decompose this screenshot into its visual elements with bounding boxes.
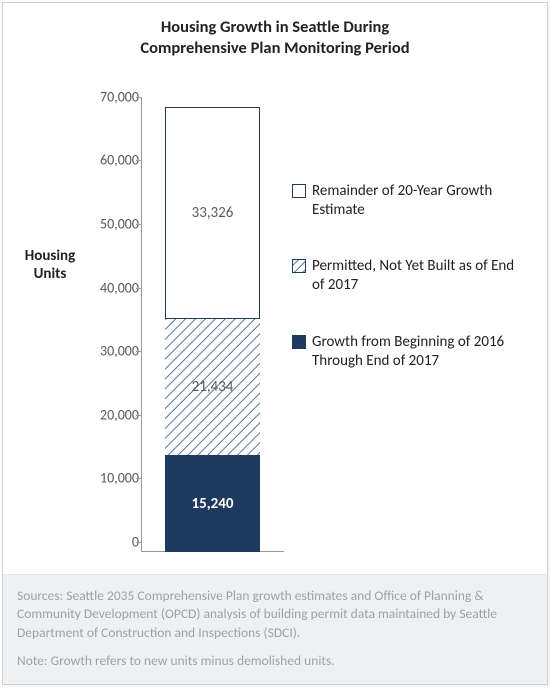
legend-text: Growth from Beginning of 2016 Through En… <box>312 333 527 371</box>
y-tick-mark <box>136 351 141 352</box>
bar-segment-remainder: 33,326 <box>165 107 260 319</box>
legend-swatch-pattern <box>292 259 306 273</box>
y-axis-label-line1: Housing <box>25 247 75 265</box>
bar-segment-label: 15,240 <box>192 495 234 513</box>
legend-text: Remainder of 20-Year Growth Estimate <box>312 182 527 220</box>
stacked-bar: 15,240 21,434 33,326 <box>165 107 260 552</box>
y-tick-label: 0 <box>83 533 139 550</box>
y-tick-mark <box>136 288 141 289</box>
legend-item-growth: Growth from Beginning of 2016 Through En… <box>292 333 527 371</box>
y-tick-mark <box>136 224 141 225</box>
title-line-1: Housing Growth in Seattle During <box>161 17 389 37</box>
y-tick-label: 70,000 <box>83 88 139 105</box>
title-line-2: Comprehensive Plan Monitoring Period <box>140 38 409 58</box>
legend-swatch-outline <box>292 184 306 198</box>
y-tick-mark <box>136 478 141 479</box>
chart-card: Housing Growth in Seattle During Compreh… <box>2 2 548 685</box>
bar-segment-permitted: 21,434 <box>165 319 260 455</box>
y-axis-line <box>141 97 142 552</box>
y-tick-mark <box>136 160 141 161</box>
y-tick-mark <box>136 415 141 416</box>
y-tick-label: 20,000 <box>83 406 139 423</box>
y-tick-label: 40,000 <box>83 279 139 296</box>
chart-title: Housing Growth in Seattle During Compreh… <box>3 3 547 64</box>
y-tick-label: 30,000 <box>83 343 139 360</box>
legend-item-remainder: Remainder of 20-Year Growth Estimate <box>292 182 527 220</box>
bar-segment-growth: 15,240 <box>165 455 260 552</box>
chart-plot-area: Housing Units 0 10,000 20,000 30,000 40,000 5… <box>11 72 539 574</box>
legend-swatch-solid <box>292 335 306 349</box>
legend-item-permitted: Permitted, Not Yet Built as of End of 20… <box>292 257 527 295</box>
y-axis-label: Housing Units <box>11 247 89 283</box>
y-tick-label: 10,000 <box>83 470 139 487</box>
y-tick-mark <box>136 542 141 543</box>
sources-text: Sources: Seattle 2035 Comprehensive Plan… <box>17 587 533 642</box>
y-tick-mark <box>136 97 141 98</box>
y-axis-label-line2: Units <box>34 265 67 283</box>
chart-footer: Sources: Seattle 2035 Comprehensive Plan… <box>3 574 547 684</box>
note-text: Note: Growth refers to new units minus d… <box>17 652 533 670</box>
legend-text: Permitted, Not Yet Built as of End of 20… <box>312 257 527 295</box>
y-tick-label: 60,000 <box>83 152 139 169</box>
bar-segment-label: 33,326 <box>192 204 234 222</box>
legend: Remainder of 20-Year Growth Estimate Per… <box>292 182 527 409</box>
y-tick-label: 50,000 <box>83 216 139 233</box>
